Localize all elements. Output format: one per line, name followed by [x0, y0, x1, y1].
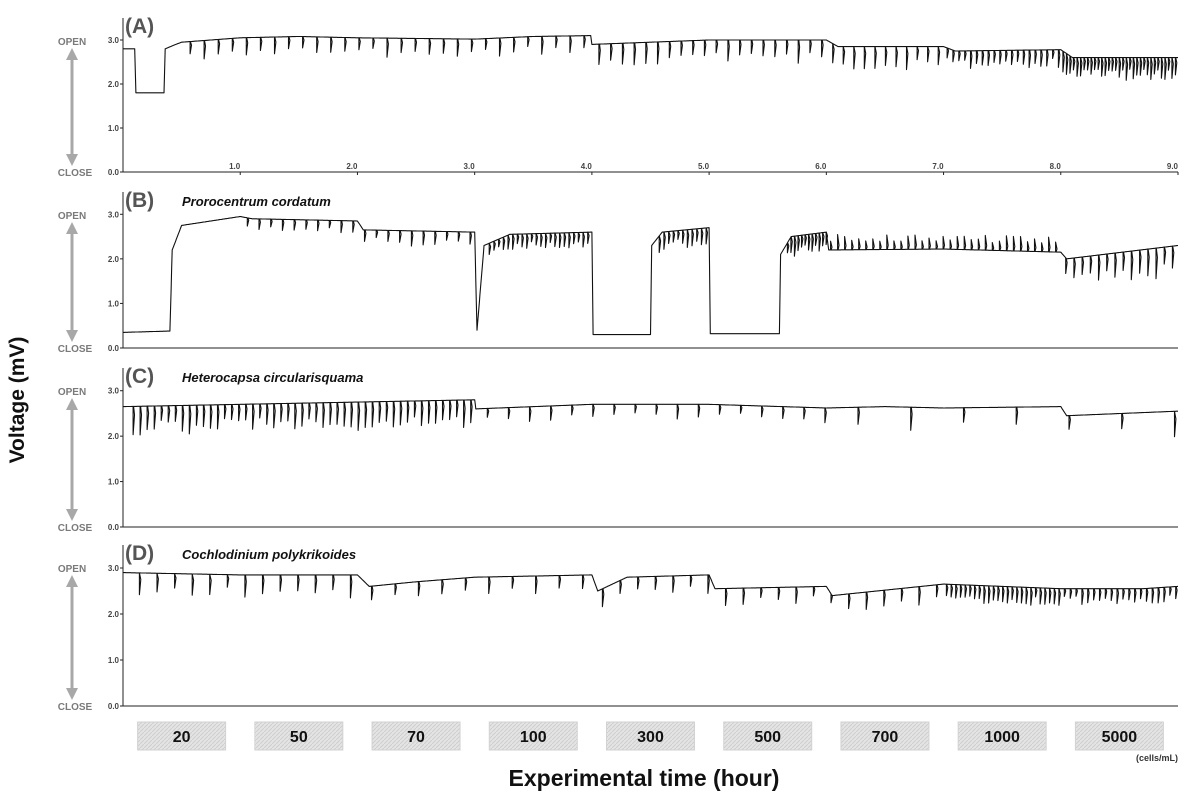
x-tick-label: 7.0 — [932, 162, 944, 171]
close-label: CLOSE — [58, 702, 93, 713]
y-tick-label: 3.0 — [108, 36, 120, 45]
open-label: OPEN — [58, 37, 86, 48]
x-tick-label: 6.0 — [815, 162, 827, 171]
close-label: CLOSE — [58, 523, 93, 534]
concentration-box: 70 — [371, 721, 461, 751]
concentration-unit: (cells/mL) — [1136, 753, 1178, 763]
x-tick-label: 5.0 — [698, 162, 710, 171]
concentration-box-bg — [840, 721, 930, 751]
panel-a: 0.0 1.0 2.0 3.0 1.0 2.0 3.0 4.0 5.0 6.0 7.0 8.0 9.0 O… — [58, 15, 1179, 179]
panel-d: 0.0 1.0 2.0 3.0 OPEN CLOSE (D) Cochlodinium pol… — [58, 542, 1178, 713]
y-tick-label: 3.0 — [108, 387, 120, 396]
y-tick-label: 1.0 — [108, 124, 120, 133]
panel-c: 0.0 1.0 2.0 3.0 OPEN CLOSE (C) Heterocapsa circ… — [58, 365, 1178, 534]
concentration-box-bg — [723, 721, 813, 751]
close-label: CLOSE — [58, 168, 93, 179]
y-tick-label: 0.0 — [108, 702, 120, 711]
concentration-box-bg — [1074, 721, 1164, 751]
species-title: Prorocentrum cordatum — [182, 194, 331, 209]
y-tick-label: 0.0 — [108, 523, 120, 532]
concentration-label: 50 — [290, 729, 308, 746]
concentration-box: 1000 — [957, 721, 1047, 751]
x-tick-label: 3.0 — [464, 162, 476, 171]
concentration-box: 20 — [137, 721, 227, 751]
y-tick-label: 3.0 — [108, 564, 120, 573]
concentration-box-bg — [606, 721, 695, 751]
panels: 0.0 1.0 2.0 3.0 1.0 2.0 3.0 4.0 5.0 6.0 7.0 8.0 9.0 O… — [58, 15, 1179, 713]
x-tick-label: 9.0 — [1167, 162, 1179, 171]
concentration-label: 100 — [520, 729, 547, 746]
species-title: Cochlodinium polykrikoides — [182, 547, 356, 562]
concentration-box: 5000 — [1074, 721, 1164, 751]
concentration-box-bg — [371, 721, 461, 751]
y-tick-label: 2.0 — [108, 432, 120, 441]
y-tick-label: 2.0 — [108, 80, 120, 89]
panel-label: (B) — [125, 189, 154, 212]
concentration-box: 300 — [606, 721, 695, 751]
voltage-trace — [123, 35, 1178, 94]
x-tick-label: 8.0 — [1050, 162, 1062, 171]
close-label: CLOSE — [58, 344, 93, 355]
x-tick-label: 4.0 — [581, 162, 593, 171]
concentration-box: 100 — [488, 721, 578, 751]
x-axis-label: Experimental time (hour) — [509, 765, 780, 791]
open-label: OPEN — [58, 564, 86, 575]
concentration-boxes: 20 50 70 100 300 500 700 1000 5000 — [137, 721, 1164, 751]
concentration-box-bg — [254, 721, 344, 751]
species-title: Heterocapsa circularisquama — [182, 370, 363, 385]
concentration-box: 700 — [840, 721, 930, 751]
concentration-label: 70 — [407, 729, 425, 746]
y-tick-label: 1.0 — [108, 299, 120, 308]
y-tick-label: 1.0 — [108, 656, 120, 665]
y-tick-label: 1.0 — [108, 478, 120, 487]
panel-label: (D) — [125, 542, 154, 565]
y-tick-label: 2.0 — [108, 255, 120, 264]
voltage-trace — [123, 399, 1178, 438]
concentration-box: 500 — [723, 721, 813, 751]
concentration-label: 500 — [754, 729, 781, 746]
voltage-trace — [123, 572, 1178, 610]
panel-b: 0.0 1.0 2.0 3.0 OPEN CLOSE (B) Prorocentrum cor… — [58, 189, 1179, 355]
y-tick-label: 0.0 — [108, 344, 120, 353]
y-tick-label: 3.0 — [108, 210, 120, 219]
y-tick-label: 0.0 — [108, 168, 120, 177]
concentration-label: 20 — [173, 729, 191, 746]
open-label: OPEN — [58, 387, 86, 398]
panel-label: (A) — [125, 15, 154, 38]
concentration-label: 700 — [872, 729, 899, 746]
x-tick-label: 2.0 — [346, 162, 358, 171]
x-tick-label: 1.0 — [229, 162, 241, 171]
concentration-box-bg — [137, 721, 227, 751]
y-tick-label: 2.0 — [108, 610, 120, 619]
panel-label: (C) — [125, 365, 154, 388]
voltage-trace — [123, 215, 1179, 336]
concentration-label: 1000 — [984, 729, 1020, 746]
concentration-label: 300 — [637, 729, 664, 746]
concentration-box-bg — [488, 721, 578, 751]
concentration-box-bg — [957, 721, 1047, 751]
concentration-box: 50 — [254, 721, 344, 751]
open-label: OPEN — [58, 211, 86, 222]
concentration-label: 5000 — [1102, 729, 1138, 746]
y-axis-label: Voltage (mV) — [6, 337, 29, 464]
